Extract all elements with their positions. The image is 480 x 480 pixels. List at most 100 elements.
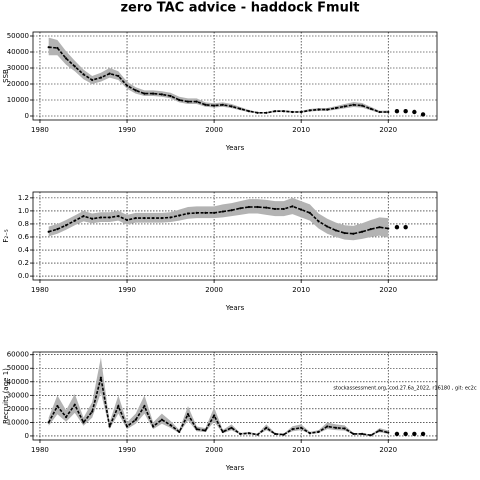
estimate-point — [221, 430, 224, 433]
estimate-point — [204, 103, 207, 106]
forecast-point — [403, 109, 408, 114]
estimate-point — [247, 205, 251, 209]
y-tick-label: 0 — [25, 432, 29, 440]
x-tick-label: 2020 — [379, 286, 397, 294]
estimate-point — [108, 72, 111, 75]
estimate-point — [160, 93, 163, 96]
estimate-line — [47, 377, 389, 437]
estimate-point — [117, 74, 120, 78]
estimate-point — [204, 211, 207, 214]
y-tick-label: 1.0 — [18, 207, 29, 215]
estimate-point — [64, 224, 68, 227]
estimate-point — [125, 425, 129, 428]
forecast-point — [403, 431, 408, 437]
forecast-point — [412, 109, 417, 115]
estimate-point — [387, 227, 390, 230]
estimate-point — [47, 46, 50, 49]
x-tick-label: 1980 — [31, 286, 49, 294]
estimate-point — [160, 216, 163, 220]
estimate-point — [300, 110, 303, 114]
y-tick-label: 40000 — [7, 48, 29, 56]
x-tick-label: 2010 — [292, 446, 310, 454]
x-tick-label: 2010 — [292, 286, 310, 294]
estimate-point — [378, 226, 381, 229]
estimate-point — [387, 110, 390, 114]
estimate-point — [378, 429, 381, 432]
x-tick-label: 1990 — [118, 126, 136, 134]
x-tick-label: 2010 — [292, 126, 310, 134]
forecast-point — [403, 225, 408, 230]
chart-title: zero TAC advice - haddock Fmult — [120, 1, 359, 16]
estimate-point — [186, 100, 190, 103]
estimate-point — [221, 210, 224, 213]
estimate-point — [91, 78, 94, 82]
estimate-point — [230, 209, 233, 212]
estimate-point — [82, 73, 85, 76]
y-tick-label: 0.8 — [18, 220, 29, 228]
estimate-point — [213, 414, 216, 417]
estimate-point — [265, 426, 268, 429]
estimate-point — [125, 218, 129, 222]
x-tick-label: 1980 — [31, 446, 49, 454]
estimate-point — [308, 211, 311, 214]
y-tick-label: 40000 — [7, 378, 29, 386]
confidence-band — [48, 357, 389, 436]
estimate-point — [273, 207, 277, 211]
y-axis-label: Recruits (age 1) — [2, 368, 10, 424]
estimate-point — [230, 426, 233, 429]
estimate-point — [117, 215, 120, 218]
estimate-point — [178, 214, 181, 217]
estimate-point — [213, 104, 216, 107]
estimate-point — [239, 432, 242, 436]
estimate-point — [204, 429, 207, 432]
estimate-point — [73, 65, 76, 68]
estimate-point — [169, 216, 172, 219]
plot-frame — [32, 351, 438, 441]
estimate-point — [300, 426, 303, 429]
estimate-point — [91, 410, 94, 413]
confidence-band — [48, 197, 389, 241]
estimate-point — [108, 216, 111, 219]
estimate-point — [361, 432, 364, 436]
estimate-point — [143, 216, 146, 220]
estimate-point — [239, 207, 242, 210]
estimate-point — [291, 205, 294, 208]
y-tick-label: 20000 — [7, 405, 29, 413]
forecast-point — [394, 109, 400, 114]
x-axis-label: Years — [225, 144, 245, 152]
estimate-point — [186, 413, 190, 416]
estimate-point — [82, 421, 85, 424]
y-tick-label: 30000 — [7, 391, 29, 399]
forecast-point — [420, 112, 426, 117]
y-tick-label: 1.2 — [18, 194, 29, 202]
estimate-point — [134, 89, 137, 92]
x-tick-label: 2000 — [205, 286, 223, 294]
estimate-point — [291, 428, 294, 431]
estimate-point — [334, 229, 338, 232]
estimate-point — [195, 428, 198, 431]
forecast-point — [420, 431, 426, 437]
x-tick-label: 1990 — [118, 286, 136, 294]
estimate-point — [352, 103, 355, 106]
estimate-point — [117, 405, 120, 408]
estimate-point — [73, 403, 76, 406]
x-tick-label: 2020 — [379, 126, 397, 134]
estimate-point — [239, 107, 242, 110]
y-tick-label: 0.2 — [18, 259, 29, 267]
estimate-point — [186, 212, 190, 215]
estimate-point — [247, 110, 251, 113]
estimate-point — [317, 430, 320, 433]
estimate-point — [221, 103, 224, 106]
estimate-point — [369, 228, 372, 231]
estimate-point — [160, 418, 163, 421]
y-tick-label: 50000 — [7, 364, 29, 372]
estimate-point — [300, 208, 303, 211]
estimate-point — [343, 231, 346, 235]
y-tick-label: 0.4 — [18, 246, 30, 254]
y-tick-label: 0.6 — [18, 233, 30, 241]
estimate-point — [152, 216, 155, 220]
confidence-band — [48, 37, 389, 114]
estimate-point — [195, 100, 198, 103]
estimate-point — [134, 216, 137, 220]
